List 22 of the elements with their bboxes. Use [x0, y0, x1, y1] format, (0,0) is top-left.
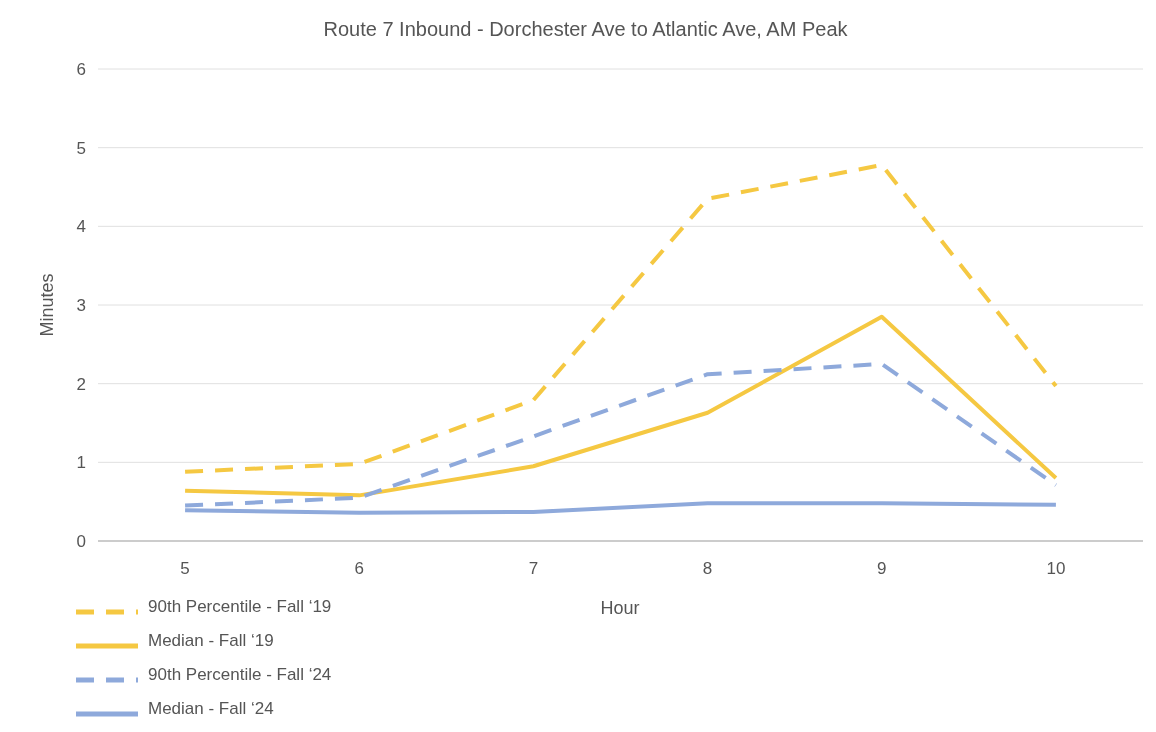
legend-label: Median - Fall ‘24 — [148, 698, 274, 718]
y-tick-label: 0 — [76, 531, 86, 551]
y-axis-title: Minutes — [37, 273, 57, 337]
x-tick-label: 5 — [180, 559, 190, 578]
line-series — [183, 314, 1058, 498]
x-tick-label: 7 — [528, 559, 539, 578]
x-tick-label: 6 — [354, 559, 364, 578]
y-tick-label: 5 — [76, 138, 86, 158]
y-tick-label: 3 — [76, 295, 86, 315]
legend-label: 90th Percentile - Fall ‘19 — [148, 596, 332, 616]
chart-title: Route 7 Inbound - Dorchester Ave to Atlantic Ave, AM Peak — [323, 18, 849, 40]
y-tick-label: 2 — [76, 374, 86, 394]
x-tick-label: 9 — [877, 559, 887, 578]
x-tick-label: 8 — [702, 559, 713, 578]
x-axis-title: Hour — [600, 598, 640, 618]
legend-label: 90th Percentile - Fall ‘24 — [148, 664, 332, 684]
line-series — [183, 162, 1058, 474]
y-tick-label: 4 — [76, 217, 86, 237]
y-tick-label: 6 — [76, 59, 86, 79]
legend-label: Median - Fall ‘19 — [148, 630, 274, 650]
y-tick-label: 1 — [76, 453, 86, 473]
x-tick-label: 10 — [1046, 559, 1066, 578]
